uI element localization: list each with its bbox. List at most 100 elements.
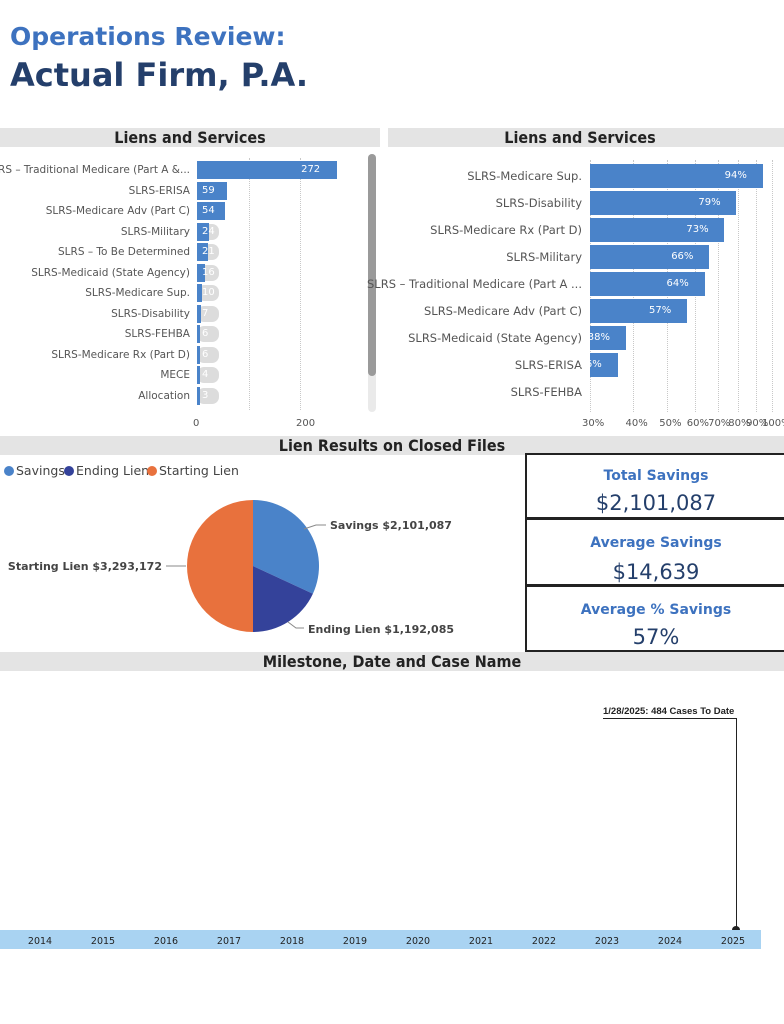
kpi-average-savings-value: $14,639	[612, 560, 700, 584]
left-chart-value-label: 272	[301, 164, 321, 175]
pie-leader-savings	[303, 524, 326, 530]
timeline-year-label: 2021	[468, 936, 494, 947]
left-chart-category-label: SLRS-Medicare Sup.	[85, 287, 190, 299]
left-chart-scrollbar[interactable]	[368, 154, 376, 376]
pie-slice-savings[interactable]	[253, 500, 320, 594]
kpi-average-pct-savings-label: Average % Savings	[580, 602, 732, 618]
left-chart-category-label: SLRS-ERISA	[128, 184, 190, 197]
right-chart-value-label: 94%	[724, 170, 747, 181]
right-chart-tick: 80%	[728, 418, 751, 429]
left-chart-bar[interactable]	[197, 304, 201, 323]
left-chart-tick: 0	[193, 418, 200, 429]
right-chart-bar[interactable]	[590, 191, 737, 215]
right-chart-tick: 100%	[762, 418, 784, 429]
pie-chart: Savings $2,101,087 Ending Lien $1,192,08…	[8, 500, 454, 636]
pie-label-starting: Starting Lien $3,293,172	[8, 560, 162, 573]
left-chart-value-label: 6	[202, 328, 209, 339]
left-chart-value-label: 21	[202, 246, 215, 257]
left-chart-category-label: SLRS – Traditional Medicare (Part A &...	[0, 164, 190, 176]
legend-ending-dot	[64, 466, 74, 476]
left-chart-bar-bg	[197, 285, 219, 301]
left-chart-category-label: SLRS-FEHBA	[124, 328, 190, 340]
left-chart-value-label: 6	[202, 348, 209, 360]
right-chart-value-label: 66%	[671, 251, 694, 262]
left-chart-bar[interactable]	[197, 222, 210, 241]
right-chart-category-label: SLRS-Medicare Rx (Part D)	[430, 223, 582, 237]
left-chart-bar[interactable]	[197, 325, 201, 343]
right-chart-gridline	[756, 160, 758, 412]
left-chart-tick: 200	[296, 418, 316, 429]
timeline-year-label: 2018	[279, 936, 305, 947]
right-chart-header: Liens and Services	[388, 128, 784, 147]
left-chart-bar[interactable]	[197, 366, 200, 384]
right-chart-tick: 60%	[686, 418, 709, 429]
left-chart-bar[interactable]	[197, 202, 225, 220]
right-chart-tick: 40%	[625, 418, 648, 429]
timeline-year-label: 2015	[90, 936, 116, 947]
left-chart-value-label: 10	[202, 287, 215, 298]
kpi-total-savings-label: Total Savings	[603, 468, 709, 484]
right-chart-gridline	[772, 160, 773, 412]
kpi-average-savings-label: Average Savings	[590, 535, 722, 551]
right-chart-category-label: SLRS-FEHBA	[510, 385, 582, 399]
timeline-year-label: 2014	[27, 936, 53, 947]
pie-slice-ending-lien[interactable]	[253, 566, 313, 632]
right-chart-bar[interactable]	[590, 326, 626, 350]
left-chart-bar-bg	[197, 326, 219, 342]
left-chart-bar-bg	[197, 305, 219, 322]
left-chart-title: Liens and Services	[114, 128, 266, 147]
page-title-line2: Actual Firm, P.A.	[10, 56, 309, 94]
right-chart-bar[interactable]	[590, 272, 705, 296]
timeline-axis-band	[0, 930, 761, 949]
right-chart-category-label: SLRS-Military	[506, 250, 582, 264]
left-chart-category-label: SLRS – To Be Determined	[58, 246, 190, 258]
timeline-year-label: 2022	[531, 936, 557, 947]
left-chart-bar[interactable]	[197, 161, 338, 179]
left-chart-category-label: SLRS-Military	[120, 225, 190, 238]
left-chart-bar[interactable]	[197, 243, 208, 261]
timeline-year-label: 2016	[153, 936, 179, 947]
left-chart-value-label: 16	[202, 266, 215, 278]
right-chart-bar[interactable]	[590, 218, 725, 242]
legend-savings-dot	[4, 466, 14, 476]
left-chart-bar[interactable]	[197, 345, 201, 364]
left-chart-bar[interactable]	[197, 386, 200, 405]
right-chart-bar[interactable]	[590, 164, 763, 188]
left-chart-bar[interactable]	[197, 263, 206, 282]
right-chart-value-label: 64%	[666, 278, 689, 289]
left-chart-bar[interactable]	[197, 284, 203, 302]
legend-starting-dot	[147, 466, 157, 476]
right-chart-category-label: SLRS-Medicare Adv (Part C)	[423, 304, 582, 318]
left-chart-category-label: SLRS-Medicare Adv (Part C)	[45, 205, 190, 217]
right-chart-bar[interactable]	[590, 299, 688, 323]
left-chart-value-label: 54	[202, 205, 215, 216]
left-chart-bar[interactable]	[197, 181, 228, 200]
right-chart-category-label: SLRS – Traditional Medicare (Part A ...	[367, 277, 582, 291]
legend-savings-label: Savings	[16, 463, 65, 478]
timeline-year-label: 2017	[216, 936, 242, 947]
right-chart-bar[interactable]	[590, 245, 710, 269]
pie-leader-ending	[287, 621, 304, 629]
left-chart-bar-bg	[197, 367, 219, 383]
timeline-annotation: 1/28/2025: 484 Cases To Date	[603, 706, 735, 717]
left-chart-gridline	[248, 158, 250, 410]
pie-label-ending: Ending Lien $1,192,085	[308, 623, 454, 636]
timeline-annotation-line-v	[736, 718, 737, 930]
left-chart-value-label: 59	[202, 184, 215, 196]
right-chart-bar[interactable]	[590, 353, 618, 377]
kpi-average-pct-savings-value: 57%	[632, 625, 680, 649]
right-chart-value-label: 36%	[579, 359, 602, 370]
timeline-year-label: 2020	[405, 936, 431, 947]
right-chart-tick: 30%	[582, 418, 605, 429]
right-chart-gridline	[738, 160, 740, 412]
timeline-year-label: 2024	[657, 936, 683, 947]
pie-section-title: Lien Results on Closed Files	[278, 436, 506, 455]
right-chart-value-label: 73%	[686, 224, 709, 235]
right-chart-value-label: 38%	[587, 332, 610, 343]
pie-slice-starting-lien[interactable]	[187, 500, 253, 632]
left-chart-gridline	[300, 158, 301, 410]
left-chart-category-label: SLRS-Disability	[111, 307, 190, 320]
left-chart-bar-bg	[197, 387, 219, 404]
left-chart-value-label: 7	[202, 307, 209, 319]
timeline-year-label: 2019	[342, 936, 368, 947]
